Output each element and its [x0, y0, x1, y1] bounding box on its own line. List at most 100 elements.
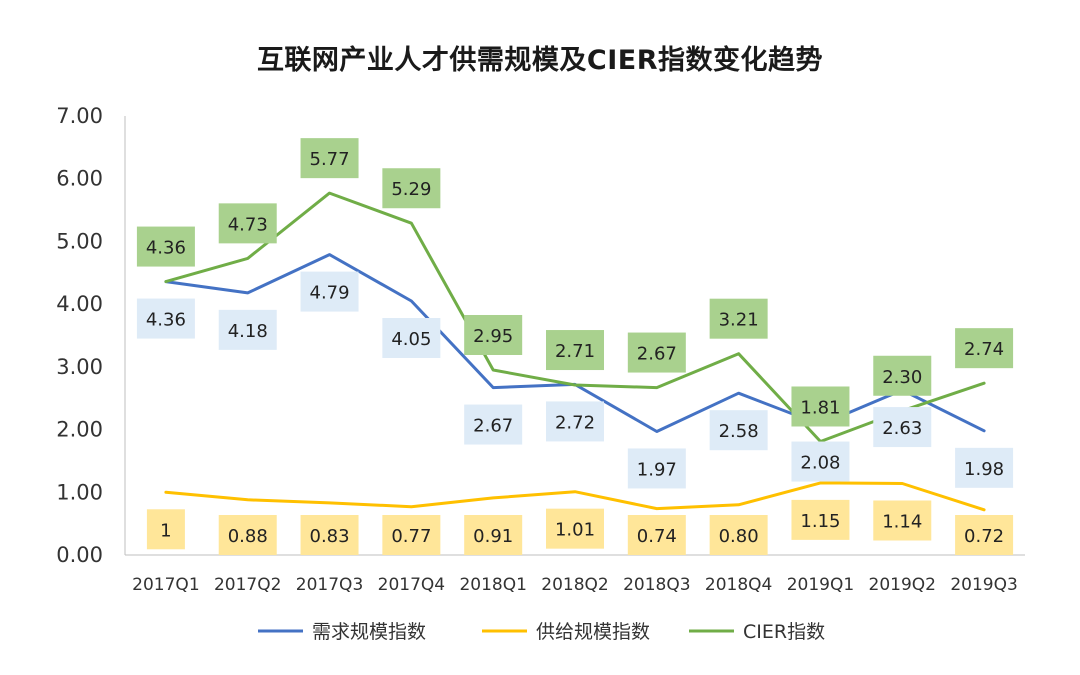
data-label-text: 3.21: [719, 310, 759, 331]
data-label-box: [955, 515, 1014, 555]
legend-item: CIER指数: [689, 621, 825, 643]
data-label: 0.88: [218, 515, 277, 555]
data-label: 5.29: [382, 168, 441, 209]
data-label-box: [218, 203, 277, 244]
data-label-text: 4.05: [391, 329, 431, 350]
data-label-box: [464, 314, 523, 355]
x-tick-label: 2019Q2: [869, 575, 936, 595]
data-label-box: [791, 386, 850, 427]
data-label: 0.74: [627, 515, 686, 555]
data-label-box: [955, 447, 1014, 488]
data-label: 1.98: [955, 447, 1014, 488]
data-label: 2.72: [546, 401, 604, 442]
data-label: 4.36: [136, 226, 195, 267]
x-tick-label: 2017Q3: [296, 575, 363, 595]
data-label-box: [300, 138, 359, 179]
data-label: 2.08: [791, 441, 850, 482]
data-label-box: [382, 318, 441, 359]
x-tick-label: 2017Q4: [378, 575, 445, 595]
data-label: 5.77: [300, 138, 359, 179]
data-label: 0.77: [382, 515, 441, 555]
data-label-text: 4.36: [146, 238, 186, 259]
data-label-text: 2.58: [719, 421, 759, 442]
data-label-box: [955, 328, 1014, 369]
x-tick-label: 2018Q4: [705, 575, 772, 595]
data-label-text: 1.97: [637, 459, 677, 480]
data-label-text: 0.77: [391, 526, 431, 547]
data-label: 2.67: [627, 332, 686, 373]
data-label-box: [791, 441, 850, 482]
data-label-text: 0.91: [473, 526, 513, 547]
data-label-box: [546, 508, 604, 549]
legend-item: 需求规模指数: [258, 621, 426, 643]
data-label: 0.72: [955, 515, 1014, 555]
data-label: 4.79: [300, 271, 359, 312]
data-label-text: 1: [160, 520, 171, 541]
data-label: 2.58: [709, 410, 768, 451]
data-label: 2.74: [955, 328, 1014, 369]
data-label-text: 0.80: [719, 526, 759, 547]
data-label-text: 1.14: [882, 512, 922, 533]
data-label-box: [627, 448, 686, 489]
data-label-text: 2.08: [800, 453, 840, 474]
legend-label: CIER指数: [743, 621, 825, 643]
data-label-text: 2.63: [882, 418, 922, 439]
data-label-box: [146, 509, 185, 550]
legend-item: 供给规模指数: [482, 621, 650, 643]
data-label-text: 5.29: [391, 179, 431, 200]
axes: 0.00 1.00 2.00 3.00 4.00 5.00 6.00 7.00 2017Q1 20…: [56, 104, 1025, 595]
y-tick-label: 0.00: [56, 543, 103, 567]
data-label-box: [218, 515, 277, 555]
data-label: 0.91: [464, 515, 523, 555]
data-label-text: 1.98: [964, 459, 1004, 480]
data-label-text: 4.73: [228, 214, 268, 235]
y-tick-label: 7.00: [56, 104, 103, 128]
data-label-text: 2.67: [473, 416, 513, 437]
data-label-text: 0.88: [228, 526, 268, 547]
data-label: 2.30: [873, 355, 932, 396]
series-line: [164, 481, 986, 512]
chart-title: 互联网产业人才供需规模及CIER指数变化趋势: [256, 45, 824, 76]
data-label-box: [627, 515, 686, 555]
legend: 需求规模指数 供给规模指数 CIER指数: [258, 621, 825, 643]
data-label: 1.97: [627, 448, 686, 489]
data-label-box: [873, 355, 932, 396]
x-tick-label: 2018Q1: [459, 575, 526, 595]
legend-label: 供给规模指数: [536, 621, 650, 643]
data-label-box: [873, 407, 932, 448]
data-label-text: 1.81: [800, 397, 840, 418]
data-label: 4.36: [136, 298, 195, 339]
data-label-text: 2.30: [882, 367, 922, 388]
data-label: 2.71: [546, 330, 604, 371]
data-label: 0.80: [709, 515, 768, 555]
x-tick-label: 2017Q1: [132, 575, 199, 595]
data-label-text: 1.01: [555, 520, 595, 541]
legend-label: 需求规模指数: [312, 621, 426, 643]
data-label-box: [464, 404, 523, 445]
data-label: 1.14: [873, 500, 932, 541]
data-label: 1: [146, 509, 185, 550]
data-label-text: 2.71: [555, 341, 595, 362]
data-label-box: [136, 226, 195, 267]
y-tick-label: 2.00: [56, 418, 103, 442]
data-label: 1.01: [546, 508, 604, 549]
data-label-box: [300, 515, 359, 555]
data-label-text: 4.18: [228, 321, 268, 342]
data-label-box: [300, 271, 359, 312]
data-label: 2.63: [873, 407, 932, 448]
y-tick-label: 3.00: [56, 355, 103, 379]
y-tick-label: 5.00: [56, 229, 103, 253]
data-label-text: 4.79: [310, 283, 350, 304]
series-line: [164, 191, 986, 443]
data-label: 4.73: [218, 203, 277, 244]
data-label: 3.21: [709, 298, 768, 339]
data-label-text: 0.74: [637, 526, 677, 547]
data-label-box: [382, 168, 441, 209]
data-label-box: [464, 515, 523, 555]
data-label-text: 2.72: [555, 412, 595, 433]
data-label-text: 1.15: [800, 511, 840, 532]
data-label-box: [218, 309, 277, 350]
data-label-text: 0.72: [964, 526, 1004, 547]
data-label: 4.18: [218, 309, 277, 350]
